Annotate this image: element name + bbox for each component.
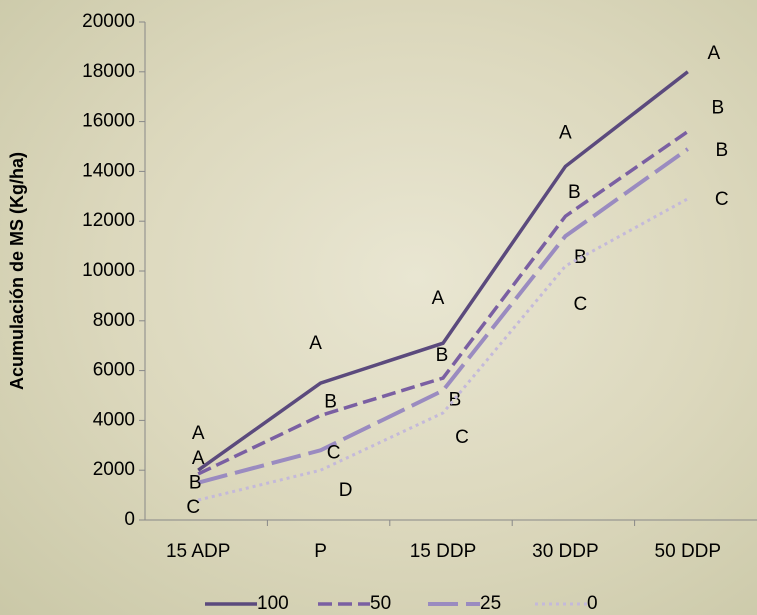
significance-letter: B xyxy=(324,391,337,412)
significance-letter: A xyxy=(309,333,322,354)
y-tick-label: 0 xyxy=(124,509,135,530)
significance-letter: C xyxy=(327,442,341,463)
series-line xyxy=(197,147,689,485)
significance-letter: B xyxy=(715,140,728,161)
significance-letter: C xyxy=(574,294,588,315)
significance-letter: A xyxy=(192,423,205,444)
x-tick-label: 15 ADP xyxy=(166,541,230,562)
significance-letter: C xyxy=(186,497,200,518)
y-tick-label: 8000 xyxy=(93,310,135,331)
y-axis-label: Acumulación de MS (Kg/ha) xyxy=(7,152,27,390)
y-tick-label: 6000 xyxy=(93,360,135,381)
y-tick-label: 10000 xyxy=(82,260,135,281)
significance-letter: C xyxy=(715,189,729,210)
x-tick-label: P xyxy=(314,541,327,562)
series-line xyxy=(197,197,689,502)
significance-letter: A xyxy=(192,448,205,469)
y-tick-label: 18000 xyxy=(82,61,135,82)
legend-label: 100 xyxy=(257,593,289,614)
y-tick-label: 14000 xyxy=(82,160,135,181)
y-tick-label: 4000 xyxy=(93,409,135,430)
significance-letter: D xyxy=(339,480,353,501)
significance-letter: B xyxy=(568,182,581,203)
significance-letter: C xyxy=(455,427,469,448)
significance-letter: A xyxy=(707,43,720,64)
x-tick-label: 50 DDP xyxy=(655,541,722,562)
significance-letter: A xyxy=(432,288,445,309)
significance-letter: A xyxy=(559,122,572,143)
significance-letter: B xyxy=(449,390,462,411)
significance-letter: B xyxy=(436,345,449,366)
x-tick-label: 30 DDP xyxy=(532,541,599,562)
y-tick-label: 2000 xyxy=(93,459,135,480)
y-tick-label: 20000 xyxy=(82,11,135,32)
series-line xyxy=(197,70,689,472)
legend-label: 25 xyxy=(480,593,501,614)
y-tick-label: 12000 xyxy=(82,210,135,231)
significance-letter: B xyxy=(189,473,202,494)
legend-label: 50 xyxy=(370,593,391,614)
legend-label: 0 xyxy=(587,593,598,614)
significance-letter: B xyxy=(711,98,724,119)
x-tick-label: 15 DDP xyxy=(410,541,477,562)
y-tick-label: 16000 xyxy=(82,111,135,132)
series-line xyxy=(197,130,689,476)
